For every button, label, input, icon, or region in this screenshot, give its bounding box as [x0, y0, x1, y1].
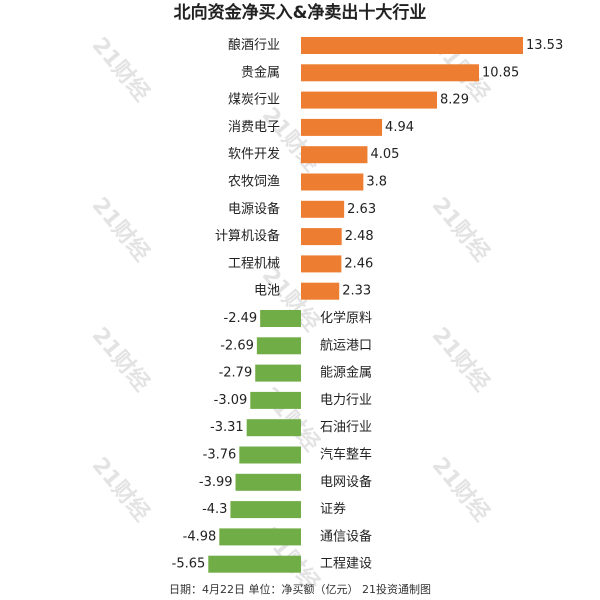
- bar: [250, 391, 301, 409]
- bar: [301, 200, 345, 218]
- category-label: 证券: [320, 501, 346, 517]
- value-label: -3.99: [199, 475, 233, 490]
- value-label: 2.46: [344, 256, 373, 271]
- category-label: 贵金属: [241, 64, 280, 80]
- value-label: -4.98: [183, 529, 217, 544]
- value-label: -4.3: [202, 502, 227, 517]
- category-label: 软件开发: [228, 146, 280, 162]
- value-label: -3.31: [210, 420, 244, 435]
- value-label: 2.63: [347, 202, 376, 217]
- value-label: 4.94: [385, 120, 414, 135]
- category-label: 能源金属: [320, 365, 372, 381]
- category-label: 石油行业: [320, 420, 372, 435]
- value-label: 2.48: [345, 229, 374, 244]
- bar: [239, 446, 301, 464]
- bar: [301, 282, 340, 300]
- value-label: 8.29: [440, 93, 469, 108]
- bar: [301, 64, 480, 82]
- bar: [301, 228, 342, 246]
- bar: [301, 118, 383, 136]
- footer-note: 日期：4月22日 单位：净买额（亿元） 21投资通制图: [169, 582, 431, 596]
- category-label: 酿酒行业: [228, 37, 280, 53]
- watermark: 21财经: [87, 192, 155, 266]
- bar: [301, 255, 342, 273]
- bar: [208, 555, 301, 573]
- bar: [230, 501, 301, 519]
- category-label: 消费电子: [228, 120, 280, 135]
- chart-title: 北向资金净买入&净卖出十大行业: [174, 2, 427, 23]
- category-label: 电网设备: [320, 474, 372, 490]
- category-label: 电池: [254, 284, 280, 299]
- value-label: 3.8: [366, 175, 387, 190]
- bar: [301, 91, 438, 109]
- bar: [301, 37, 523, 54]
- category-label: 化学原料: [320, 310, 372, 326]
- watermark: 21财经: [427, 452, 495, 526]
- value-label: -5.65: [172, 557, 206, 572]
- value-label: 10.85: [482, 65, 519, 80]
- bar: [219, 528, 301, 546]
- bar: [235, 473, 301, 491]
- category-label: 电源设备: [228, 201, 280, 217]
- watermark: 21财经: [257, 102, 325, 176]
- category-label: 汽车整车: [320, 447, 372, 463]
- category-label: 工程建设: [320, 557, 372, 572]
- category-label: 农牧饲渔: [228, 175, 280, 190]
- watermark: 21财经: [427, 322, 495, 396]
- value-label: -2.79: [219, 366, 253, 381]
- category-label: 工程机械: [228, 256, 280, 271]
- category-label: 航运港口: [320, 337, 372, 353]
- value-label: -2.49: [224, 311, 258, 326]
- value-label: 2.33: [342, 284, 371, 299]
- bar: [256, 337, 301, 355]
- bar: [260, 310, 301, 327]
- bar: [255, 364, 301, 382]
- watermark: 21财经: [87, 32, 155, 106]
- value-label: 4.05: [370, 147, 399, 162]
- value-label: 13.53: [526, 38, 563, 53]
- category-label: 煤炭行业: [228, 93, 280, 108]
- value-label: -3.76: [203, 448, 237, 463]
- category-label: 通信设备: [320, 528, 372, 544]
- value-label: -3.09: [214, 393, 248, 408]
- bar: [301, 146, 368, 164]
- value-label: -2.69: [220, 338, 254, 353]
- bar: [246, 419, 301, 437]
- category-label: 电力行业: [320, 393, 372, 408]
- watermark: 21财经: [87, 322, 155, 396]
- watermark: 21财经: [427, 192, 495, 266]
- bar: [301, 173, 364, 191]
- watermark: 21财经: [87, 452, 155, 526]
- category-label: 计算机设备: [215, 228, 280, 244]
